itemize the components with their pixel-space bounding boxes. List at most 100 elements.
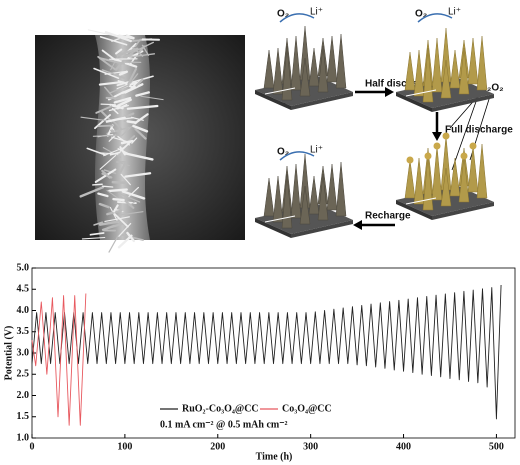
y-tick-label: 5.0 [17, 262, 30, 273]
spike [104, 216, 130, 223]
spike [112, 204, 119, 213]
cone [263, 49, 275, 89]
x-tick-label: 500 [489, 441, 504, 452]
cone [476, 35, 488, 91]
spike [92, 134, 118, 137]
platform-edge [291, 220, 353, 238]
spike [106, 224, 115, 229]
spike [113, 74, 127, 80]
li2o2-particle [460, 152, 468, 160]
x-tick-label: 200 [210, 441, 225, 452]
spike [121, 190, 146, 200]
arrow-head [432, 132, 442, 141]
spike [124, 83, 144, 94]
spike [135, 91, 150, 97]
spike [89, 232, 105, 236]
cone [467, 145, 479, 193]
spike [117, 211, 144, 216]
cone [299, 185, 311, 225]
series-line [31, 284, 502, 420]
spike [108, 134, 116, 142]
y-tick-label: 2.0 [17, 390, 30, 401]
platform-edge [432, 94, 494, 112]
arrow-head [385, 87, 394, 97]
electron-arrow [405, 197, 437, 205]
spike [98, 219, 125, 226]
cone [290, 163, 302, 219]
y-tick-label: 3.5 [17, 326, 30, 337]
y-tick-label: 4.5 [17, 284, 30, 295]
spike [101, 169, 111, 179]
y-tick-label: 1.5 [17, 411, 30, 422]
electron-arrow [264, 215, 296, 223]
spike [122, 53, 134, 59]
cone [335, 33, 347, 89]
spike [121, 126, 133, 137]
y-axis-title: Potential (V) [3, 326, 14, 381]
cone [458, 47, 470, 95]
spike [97, 124, 114, 128]
spikes [79, 29, 164, 253]
cone [449, 157, 461, 197]
annotation: 0.1 mA cm⁻² @ 0.5 mAh cm⁻² [160, 419, 288, 430]
y-tick-label: 4.0 [17, 305, 30, 316]
spike [120, 173, 131, 186]
cone [326, 35, 338, 83]
cone [440, 59, 452, 99]
electron-arrow [264, 87, 296, 95]
cone [308, 47, 320, 87]
cone [413, 157, 425, 205]
spike [118, 70, 128, 76]
step-label: Half discharge [365, 79, 434, 90]
li2o2-particle [469, 142, 477, 150]
cone [449, 49, 461, 89]
spike [95, 105, 113, 114]
spike [108, 104, 129, 112]
spike [111, 38, 120, 42]
spike [138, 45, 146, 53]
cone [326, 163, 338, 211]
spike [134, 113, 149, 125]
spike [109, 84, 130, 94]
li2o2-particle [433, 142, 441, 150]
spike [135, 78, 144, 87]
li2o2-particle [406, 156, 414, 164]
spike [118, 192, 141, 203]
spike [109, 206, 119, 224]
cone [431, 37, 443, 93]
platform-edge [255, 218, 291, 238]
cone [281, 173, 293, 229]
li2o2-particle [424, 152, 432, 160]
o2-label: O₂ [277, 147, 289, 158]
cone [431, 145, 443, 201]
spike [134, 38, 142, 48]
spike [93, 67, 120, 79]
x-tick-label: 0 [30, 441, 35, 452]
spike [113, 96, 132, 104]
cone [467, 37, 479, 85]
spike [108, 235, 119, 253]
cone [404, 159, 416, 199]
spike [110, 129, 121, 133]
cone [335, 161, 347, 217]
spike [87, 29, 117, 37]
spike [111, 180, 128, 185]
spike [81, 237, 106, 240]
spike [117, 135, 130, 146]
spike [123, 152, 154, 161]
spike [94, 168, 117, 183]
y-tick-label: 2.5 [17, 369, 30, 380]
spike [114, 57, 127, 71]
y-tick-label: 1.0 [17, 432, 30, 443]
cone [422, 47, 434, 103]
spike [101, 69, 126, 79]
spike [131, 137, 138, 144]
platform-edge [396, 92, 432, 112]
spike [124, 172, 152, 178]
spike [97, 192, 109, 198]
spike [79, 186, 105, 198]
spike [132, 47, 144, 57]
schematic: O₂ Li⁺ O₂ Li⁺ O₂ Li⁺ Half discharge Full… [255, 7, 513, 238]
spike [80, 116, 109, 122]
